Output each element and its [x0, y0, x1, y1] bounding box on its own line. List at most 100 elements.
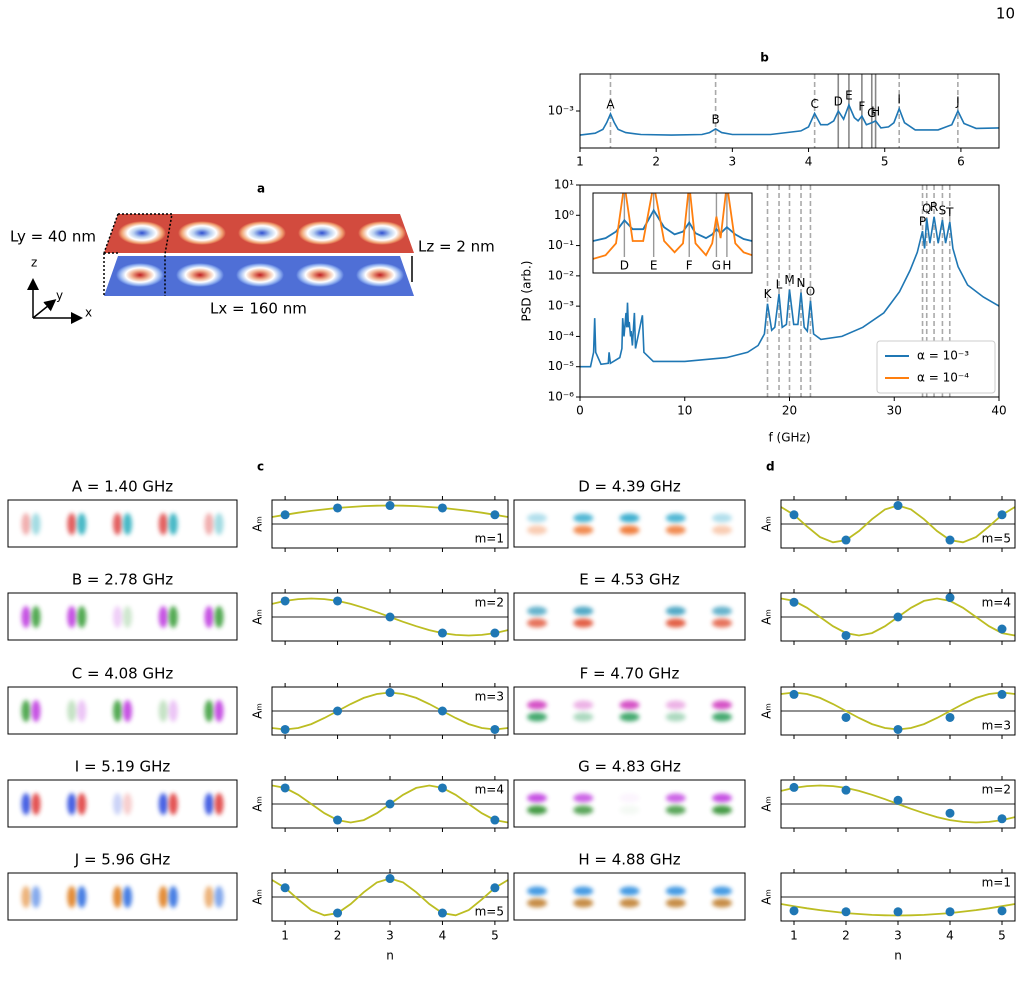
peak-label: G [867, 106, 876, 120]
y-tick-label: 10⁻⁴ [548, 329, 575, 343]
mode-blob [168, 700, 178, 722]
y-axis-label: Aₘ [251, 609, 265, 625]
mode-blob [214, 606, 224, 628]
mode-blob [665, 700, 686, 710]
mode-blob [21, 606, 31, 628]
peak-label: B [711, 112, 719, 126]
mode-blob [619, 793, 640, 803]
mode-blob [527, 805, 547, 815]
mode-blob [712, 805, 732, 815]
x-tick-label: 4 [946, 929, 954, 943]
x-tick-label: 40 [991, 404, 1006, 418]
y-axis-label: Aₘ [760, 516, 774, 532]
data-point [385, 799, 395, 809]
mode-title: F = 4.70 GHz [580, 665, 680, 683]
image-frame [513, 686, 746, 735]
mode-blob [158, 606, 168, 628]
mode-blob [712, 793, 732, 803]
mode-title: J = 5.96 GHz [74, 851, 171, 869]
data-point [385, 612, 395, 622]
data-point [437, 706, 447, 716]
y-axis-label: Aₘ [251, 889, 265, 905]
x-axis-label: n [386, 949, 394, 963]
mode-blob [204, 793, 214, 815]
peak-label: O [806, 284, 815, 298]
mode-label: m=1 [982, 876, 1011, 890]
data-point [490, 883, 500, 893]
mode-blob [573, 793, 594, 803]
mode-blob [31, 513, 41, 535]
y-axis-label: Aₘ [760, 796, 774, 812]
axis-name: z [31, 256, 37, 270]
mode-blob [168, 513, 178, 535]
image-frame [7, 872, 238, 921]
x-tick-label: 3 [386, 929, 394, 943]
mode-blob [619, 700, 640, 710]
panel-label: c [257, 460, 264, 474]
spectrum-line [580, 102, 999, 136]
mode-blob [123, 793, 132, 815]
data-point [490, 815, 500, 825]
panel-label: d [766, 460, 775, 474]
mode-image [527, 793, 732, 815]
data-point [997, 510, 1007, 520]
peak-label: J [955, 95, 960, 109]
mode-blob [204, 700, 214, 722]
peak-label: F [858, 100, 865, 114]
x-tick-label: 5 [881, 155, 889, 169]
x-tick-label: 0 [576, 404, 584, 418]
ly-label: Ly = 40 nm [10, 228, 96, 246]
mode-blob [31, 606, 41, 628]
image-frame [513, 872, 746, 921]
mode-blob [168, 793, 178, 815]
x-axis-label: f (GHz) [768, 431, 810, 445]
lz-label: Lz = 2 nm [418, 238, 495, 256]
mode-blob [77, 886, 87, 908]
mode-blob [573, 525, 594, 535]
mode-blob [527, 525, 547, 535]
mode-blob [204, 606, 214, 628]
x-tick-label: 3 [729, 155, 737, 169]
mode-title: A = 1.40 GHz [72, 478, 173, 496]
data-point [945, 535, 955, 545]
lx-label: Lx = 160 nm [210, 300, 307, 318]
data-point [385, 874, 395, 884]
page-number: 10 [996, 5, 1015, 23]
y-arrow [32, 299, 57, 319]
data-point [997, 814, 1007, 824]
mode-title: G = 4.83 GHz [578, 758, 681, 776]
x-tick-label: 30 [887, 404, 902, 418]
mode-blob [619, 525, 640, 535]
peak-label: D [834, 95, 843, 109]
peak-label: H [871, 104, 880, 118]
legend-label: α = 10⁻³ [917, 349, 969, 363]
mode-blob [527, 618, 547, 628]
mode-blob [204, 886, 214, 908]
y-axis-label: Aₘ [760, 703, 774, 719]
data-point [437, 628, 447, 638]
mode-image [21, 513, 224, 535]
mode-blob [204, 513, 214, 535]
data-point [437, 503, 447, 513]
x-tick-label: 20 [782, 404, 797, 418]
data-point [997, 906, 1007, 916]
mode-blob [712, 700, 732, 710]
mode-label: m=3 [475, 690, 504, 704]
plot-frame [579, 73, 1000, 149]
peak-label: T [945, 206, 954, 220]
y-tick-label: 10⁻⁶ [548, 390, 575, 404]
peak-label: D [620, 259, 629, 273]
mode-blob [168, 606, 178, 628]
panel-label: a [257, 182, 265, 196]
cell-outline [103, 213, 173, 296]
x-tick-label: 6 [957, 155, 965, 169]
data-point [333, 815, 343, 825]
mode-image [21, 793, 224, 815]
mode-blob [168, 886, 178, 908]
mode-blob [712, 886, 732, 896]
x-tick-label: 1 [576, 155, 584, 169]
x-tick-label: 3 [894, 929, 902, 943]
x-tick-label: 2 [652, 155, 660, 169]
mode-blob [67, 606, 77, 628]
mode-blob [573, 712, 594, 722]
